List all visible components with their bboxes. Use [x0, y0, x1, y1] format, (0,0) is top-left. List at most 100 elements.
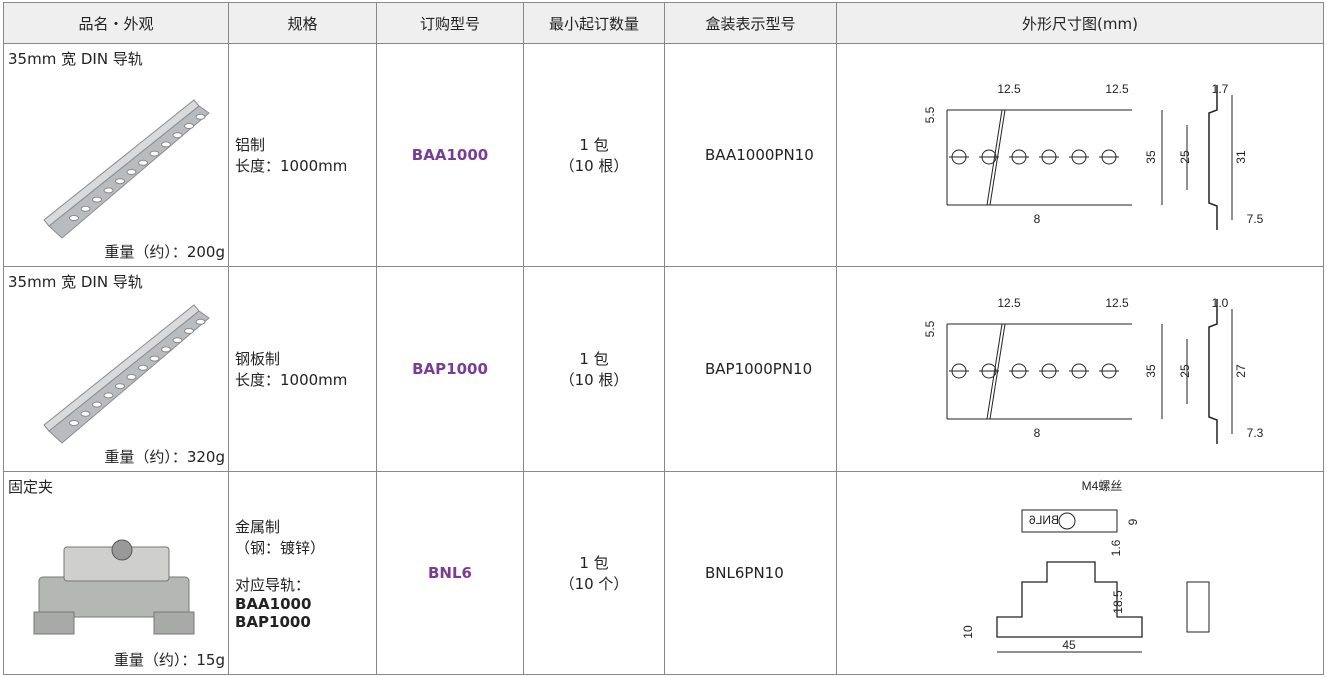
table-row: 35mm 宽 DIN 导轨 重量（约）：200g 铝制 长度：1000mm BAA100… [3, 43, 1324, 267]
spec-cell: 铝制 长度：1000mm [228, 43, 377, 267]
product-weight: 重量（约）：200g [104, 243, 225, 261]
min-qty-line: （10 根） [559, 371, 629, 389]
clip-foot [33, 611, 75, 635]
dim-label: 35 [1144, 364, 1158, 378]
product-weight: 重量（约）：320g [104, 448, 225, 466]
spec-line: （钢：镀锌） [235, 538, 326, 557]
dim-label: 12.5 [1105, 296, 1129, 310]
dim-label: 35 [1144, 150, 1158, 164]
column-header: 订购型号 [376, 2, 524, 44]
dim-label: 7.3 [1247, 426, 1264, 440]
product-photo [43, 99, 210, 239]
product-table: 品名・外观 规格 订购型号 最小起订数量 盒装表示型号 外形尺寸图(mm) 35mm 宽 … [3, 2, 1324, 675]
rail-hole [161, 141, 171, 148]
dim-label: 18.5 [1111, 590, 1125, 614]
dim-label: 12.5 [997, 296, 1021, 310]
rail-hole [149, 355, 160, 362]
spec-line: 钢板制 [235, 350, 281, 368]
product-weight: 重量（约）：15g [113, 651, 225, 669]
drawing-line [989, 109, 1006, 206]
rail-hole [184, 328, 194, 334]
dim-label: 1.7 [1212, 82, 1229, 96]
diagram-cell: 12.5 12.5 1.0 5.5 35 25 27 8 7.3 [836, 266, 1324, 472]
column-header: 品名・外观 [3, 2, 229, 44]
clip-foot [153, 611, 195, 635]
product-photo [43, 304, 210, 444]
header-row: 品名・外观 规格 订购型号 最小起订数量 盒装表示型号 外形尺寸图(mm) [3, 2, 1324, 44]
min-qty-cell: 1 包 （10 根） [523, 266, 665, 472]
dim-label: 45 [1062, 638, 1076, 652]
rail-hole [161, 346, 171, 353]
rail-hole [92, 401, 102, 408]
min-qty-line: （10 个） [559, 575, 629, 593]
rail-edge [43, 304, 200, 432]
clip-side [1186, 581, 1210, 633]
dimension-drawing: 12.5 12.5 1.7 5.5 35 25 31 8 7.5 [923, 82, 1264, 230]
dim-label: 9 [1126, 518, 1140, 525]
diagram-cell: M4螺丝 BNL6 9 1.6 18.5 10 45 [836, 471, 1324, 675]
spec-line: 长度：1000mm [235, 371, 348, 389]
drawing-line [989, 323, 1006, 420]
spec-cell: 钢板制长度：1000mm [228, 266, 377, 472]
order-number: BNL6 [376, 471, 524, 675]
drawing-line [986, 109, 1003, 206]
dim-label: 10 [961, 625, 975, 639]
rail-hole [92, 196, 102, 203]
rail-hole [80, 410, 91, 417]
table-row: 固定夹 重量（约）：15g 金属制 （钢：镀锌） 对应导轨： BAA1000 BAP1000… [3, 471, 1324, 675]
spec-line: 对应导轨： [235, 575, 311, 594]
column-header: 最小起订数量 [523, 2, 665, 44]
rail-hole [69, 420, 79, 426]
rail-hole [149, 150, 160, 157]
rail-hole [195, 318, 206, 325]
dim-label: 8 [1034, 212, 1041, 226]
rail-hole [172, 132, 183, 139]
rail-hole [126, 374, 137, 380]
product-cell: 35mm 宽 DIN 导轨 重量（约）：320g [3, 266, 229, 472]
dim-label: 27 [1234, 364, 1248, 378]
table-row: 35mm 宽 DIN 导轨 重量（约）：320g 钢板制 长度：1000mm BAP10… [3, 266, 1324, 472]
rail-hole [184, 123, 194, 129]
min-qty-line: （10 根） [559, 157, 629, 175]
dim-label: M4螺丝 [1082, 479, 1123, 493]
spec-line: BAA1000 [235, 594, 312, 613]
column-header: 外形尺寸图(mm) [836, 2, 1324, 44]
rail-hole [115, 178, 125, 185]
rail-hole [172, 337, 183, 344]
column-header: 规格 [228, 2, 377, 44]
dimension-drawing: M4螺丝 BNL6 9 1.6 18.5 10 45 [961, 479, 1210, 653]
spec-cell: 金属制 （钢：镀锌） 对应导轨： BAA1000 BAP1000 [228, 471, 377, 675]
screw [1058, 512, 1076, 530]
product-cell: 35mm 宽 DIN 导轨重量（约）：200g [3, 43, 229, 267]
spec-line: 铝制 [235, 136, 266, 154]
dim-label: 5.5 [923, 106, 937, 123]
dim-label: 12.5 [1105, 82, 1129, 96]
box-model: BAP1000PN10 [664, 266, 837, 472]
rail-hole [69, 215, 79, 221]
clip-screw [111, 539, 133, 561]
table-body: 35mm 宽 DIN 导轨 重量（约）：200g 铝制 长度：1000mm BAA100… [3, 43, 1324, 675]
rail-hole [195, 113, 206, 120]
rail-hole [126, 169, 137, 175]
product-name: 35mm 宽 DIN 导轨 [8, 50, 143, 68]
dim-label: 5.5 [923, 320, 937, 337]
min-qty-line: 1 包 [579, 554, 609, 572]
dim-label: 7.5 [1247, 212, 1264, 226]
rail-hole [103, 392, 114, 399]
dim-label: 25 [1178, 364, 1192, 378]
min-qty-line: 1 包 [579, 136, 609, 154]
clip-front [996, 561, 1143, 638]
rail-edge [43, 99, 200, 227]
drawing-line [986, 323, 1003, 420]
dim-label: BNL6 [1029, 513, 1059, 527]
box-model: BNL6PN10 [664, 471, 837, 675]
order-number: BAA1000 [376, 43, 524, 267]
rail-hole [138, 364, 148, 371]
min-qty-line: 1 包 [579, 350, 609, 368]
product-name: 固定夹 [8, 478, 54, 496]
order-number: BAP1000 [376, 266, 524, 472]
box-model: BAA1000PN10 [664, 43, 837, 267]
rail-profile [1208, 85, 1218, 230]
dim-label: 1.0 [1212, 296, 1229, 310]
